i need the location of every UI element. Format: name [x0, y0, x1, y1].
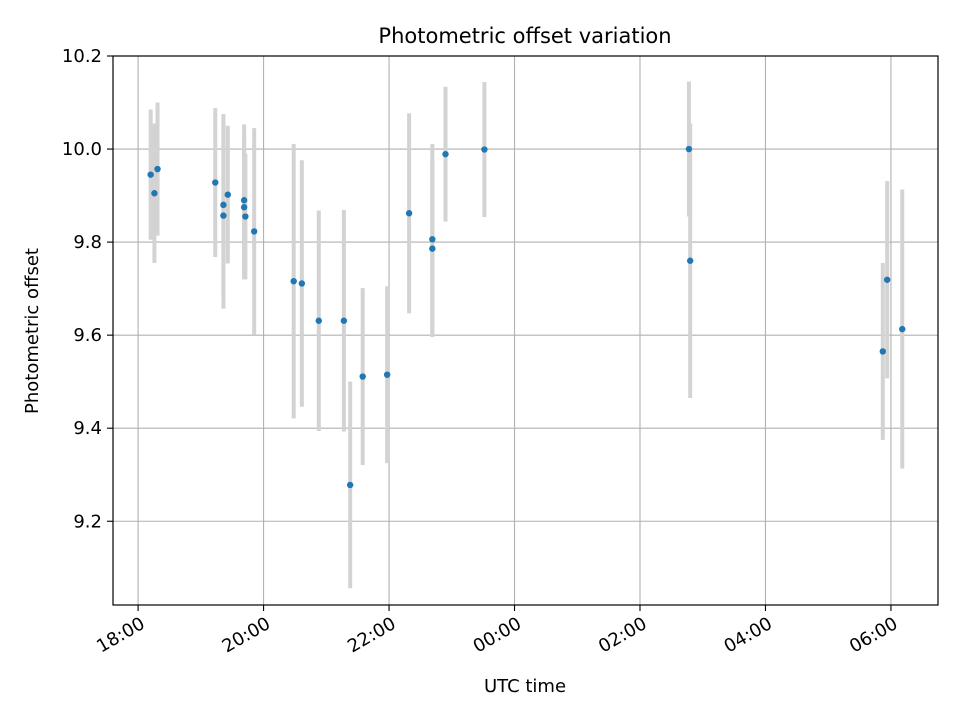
data-point	[290, 277, 297, 285]
data-point	[220, 212, 227, 219]
data-point	[298, 280, 306, 287]
data-point	[240, 204, 248, 211]
data-point	[685, 145, 693, 153]
data-point	[242, 213, 249, 220]
data-point	[359, 373, 366, 380]
data-point	[220, 201, 227, 209]
data-point	[429, 236, 436, 243]
data-points	[147, 145, 906, 489]
data-point	[383, 371, 391, 378]
data-point	[405, 210, 413, 217]
y-tick-label: 10.2	[62, 46, 102, 67]
data-point	[346, 481, 354, 489]
data-point	[315, 317, 322, 324]
data-point	[250, 228, 258, 235]
y-tick-label: 9.8	[73, 232, 102, 253]
data-point	[429, 245, 436, 252]
data-point	[879, 348, 886, 355]
data-point	[147, 171, 154, 178]
y-tick-label: 9.2	[73, 511, 102, 532]
data-point	[154, 165, 161, 173]
y-axis-label: Photometric offset	[22, 248, 43, 414]
data-point	[212, 179, 219, 186]
data-point	[442, 150, 449, 158]
data-point	[151, 190, 158, 197]
data-point	[481, 146, 488, 153]
x-axis-label: UTC time	[484, 676, 566, 697]
plot-area-frame	[112, 55, 939, 606]
data-point	[883, 276, 891, 283]
data-point	[340, 317, 348, 324]
y-tick-label: 10.0	[62, 139, 102, 160]
y-tick-label: 9.6	[73, 325, 102, 346]
data-point	[686, 257, 694, 264]
data-point	[240, 197, 248, 204]
data-point	[899, 325, 906, 333]
y-axis-ticks: 9.2 9.4 9.6 9.8 10.0 10.2	[62, 46, 113, 532]
chart-title: Photometric offset variation	[378, 24, 671, 48]
data-point	[224, 191, 232, 198]
y-tick-label: 9.4	[73, 418, 102, 439]
